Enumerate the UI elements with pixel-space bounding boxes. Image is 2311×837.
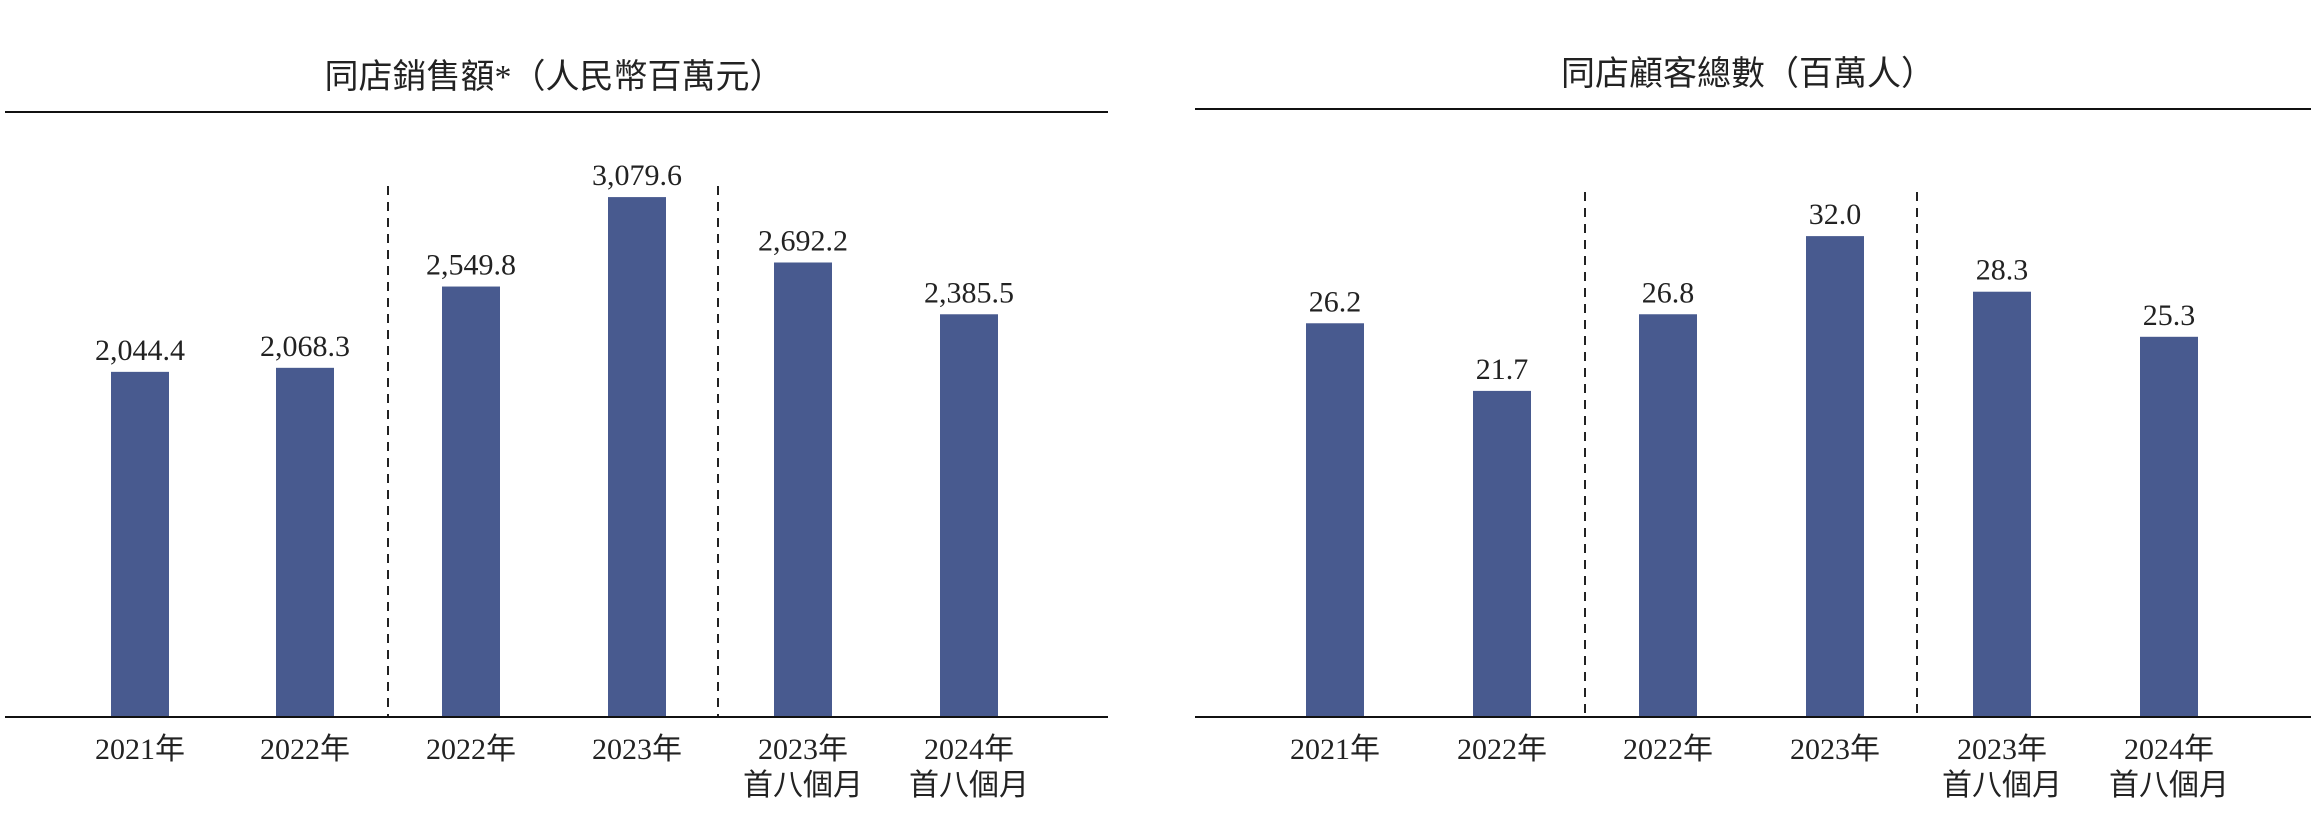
- data-label: 26.2: [1309, 285, 1362, 318]
- bar: [1473, 390, 1531, 717]
- data-label: 3,079.6: [592, 159, 682, 192]
- data-label: 26.8: [1642, 276, 1695, 309]
- chart-title: 同店顧客總數（百萬人）: [1561, 55, 1935, 93]
- x-tick-label: 2022年: [1457, 733, 1547, 766]
- x-tick-label: 2022年: [426, 733, 516, 766]
- bar: [276, 367, 334, 717]
- x-tick-label: 2023年: [758, 733, 848, 766]
- x-tick-label: 首八個月: [909, 769, 1029, 802]
- x-tick-label: 首八個月: [1942, 769, 2062, 802]
- bar: [111, 371, 169, 717]
- bar: [608, 197, 666, 717]
- x-tick-label: 2023年: [1957, 733, 2047, 766]
- data-label: 2,044.4: [95, 334, 185, 367]
- x-tick-label: 2023年: [1790, 733, 1880, 766]
- bar: [940, 314, 998, 717]
- x-tick-label: 首八個月: [2109, 769, 2229, 802]
- x-tick-label: 2021年: [1290, 733, 1380, 766]
- bar: [1639, 314, 1697, 717]
- x-tick-label: 2024年: [924, 733, 1014, 766]
- data-label: 25.3: [2143, 299, 2196, 332]
- data-label: 2,068.3: [260, 330, 350, 363]
- bar: [1306, 323, 1364, 717]
- bar: [774, 262, 832, 717]
- chart-same-store-sales: 同店銷售額*（人民幣百萬元） 2,044.4 2021年 2,068.3 2022年 2…: [5, 58, 1108, 802]
- data-label: 28.3: [1976, 254, 2029, 287]
- data-label: 21.7: [1476, 353, 1529, 386]
- chart-same-store-customers: 同店顧客總數（百萬人） 26.2 2021年 21.7 2022年 26.8 2022年 3…: [1195, 55, 2311, 802]
- x-tick-label: 2024年: [2124, 733, 2214, 766]
- x-tick-label: 首八個月: [743, 769, 863, 802]
- data-label: 2,385.5: [924, 276, 1014, 309]
- bar: [1806, 236, 1864, 717]
- data-label: 32.0: [1809, 198, 1862, 231]
- chart-title: 同店銷售額*（人民幣百萬元）: [325, 58, 784, 96]
- bar: [442, 286, 500, 717]
- bar: [1973, 291, 2031, 717]
- x-tick-label: 2023年: [592, 733, 682, 766]
- x-tick-label: 2022年: [260, 733, 350, 766]
- x-tick-label: 2021年: [95, 733, 185, 766]
- x-tick-label: 2022年: [1623, 733, 1713, 766]
- data-label: 2,549.8: [426, 249, 516, 282]
- data-label: 2,692.2: [758, 224, 848, 257]
- bar: [2140, 336, 2198, 717]
